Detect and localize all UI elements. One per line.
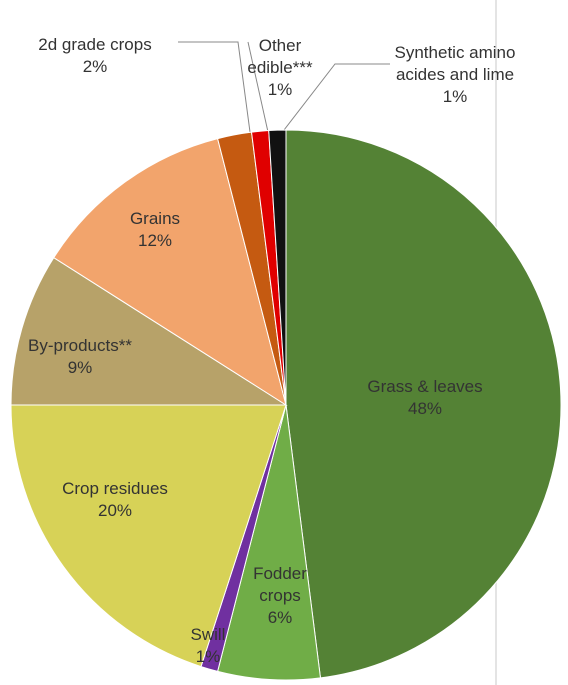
category-name: Synthetic amino acides and lime: [394, 43, 516, 84]
leader-line: [178, 41, 251, 133]
slice-label: Other edible*** 1%: [235, 35, 325, 101]
pie-slice: [10, 404, 287, 668]
slice-label: Crop residues 20%: [25, 478, 205, 522]
leader-line: [247, 41, 269, 133]
pie-slice: [10, 256, 288, 406]
category-name: Crop residues: [62, 479, 168, 498]
value-label: 2%: [82, 57, 108, 76]
slice-label: By-products** 9%: [0, 335, 170, 379]
value-label: 1%: [195, 647, 221, 666]
category-name: Fodder crops: [253, 564, 307, 605]
value-label: 9%: [67, 358, 93, 377]
value-label: 6%: [267, 608, 293, 627]
value-label: 48%: [407, 399, 443, 418]
category-name: Grains: [129, 209, 181, 228]
slice-label: Grass & leaves 48%: [335, 376, 515, 420]
slice-label: Swill 1%: [178, 624, 238, 668]
category-name: By-products**: [28, 336, 132, 355]
value-label: 20%: [97, 501, 133, 520]
slice-label: Fodder crops 6%: [235, 563, 325, 629]
leader-line: [283, 63, 390, 131]
pie-slice: [285, 129, 562, 679]
value-label: 1%: [267, 80, 293, 99]
pie-slice: [53, 138, 287, 407]
slice-label: Grains 12%: [95, 208, 215, 252]
category-name: Other edible***: [247, 36, 313, 77]
value-label: 1%: [442, 87, 468, 106]
value-label: 12%: [137, 231, 173, 250]
category-name: Swill: [190, 625, 226, 644]
slice-label: Synthetic amino acides and lime 1%: [385, 42, 525, 108]
category-name: Grass & leaves: [367, 377, 483, 396]
pie-slice: [268, 129, 287, 406]
category-name: 2d grade crops: [38, 35, 152, 54]
slice-label: 2d grade crops 2%: [5, 34, 185, 78]
